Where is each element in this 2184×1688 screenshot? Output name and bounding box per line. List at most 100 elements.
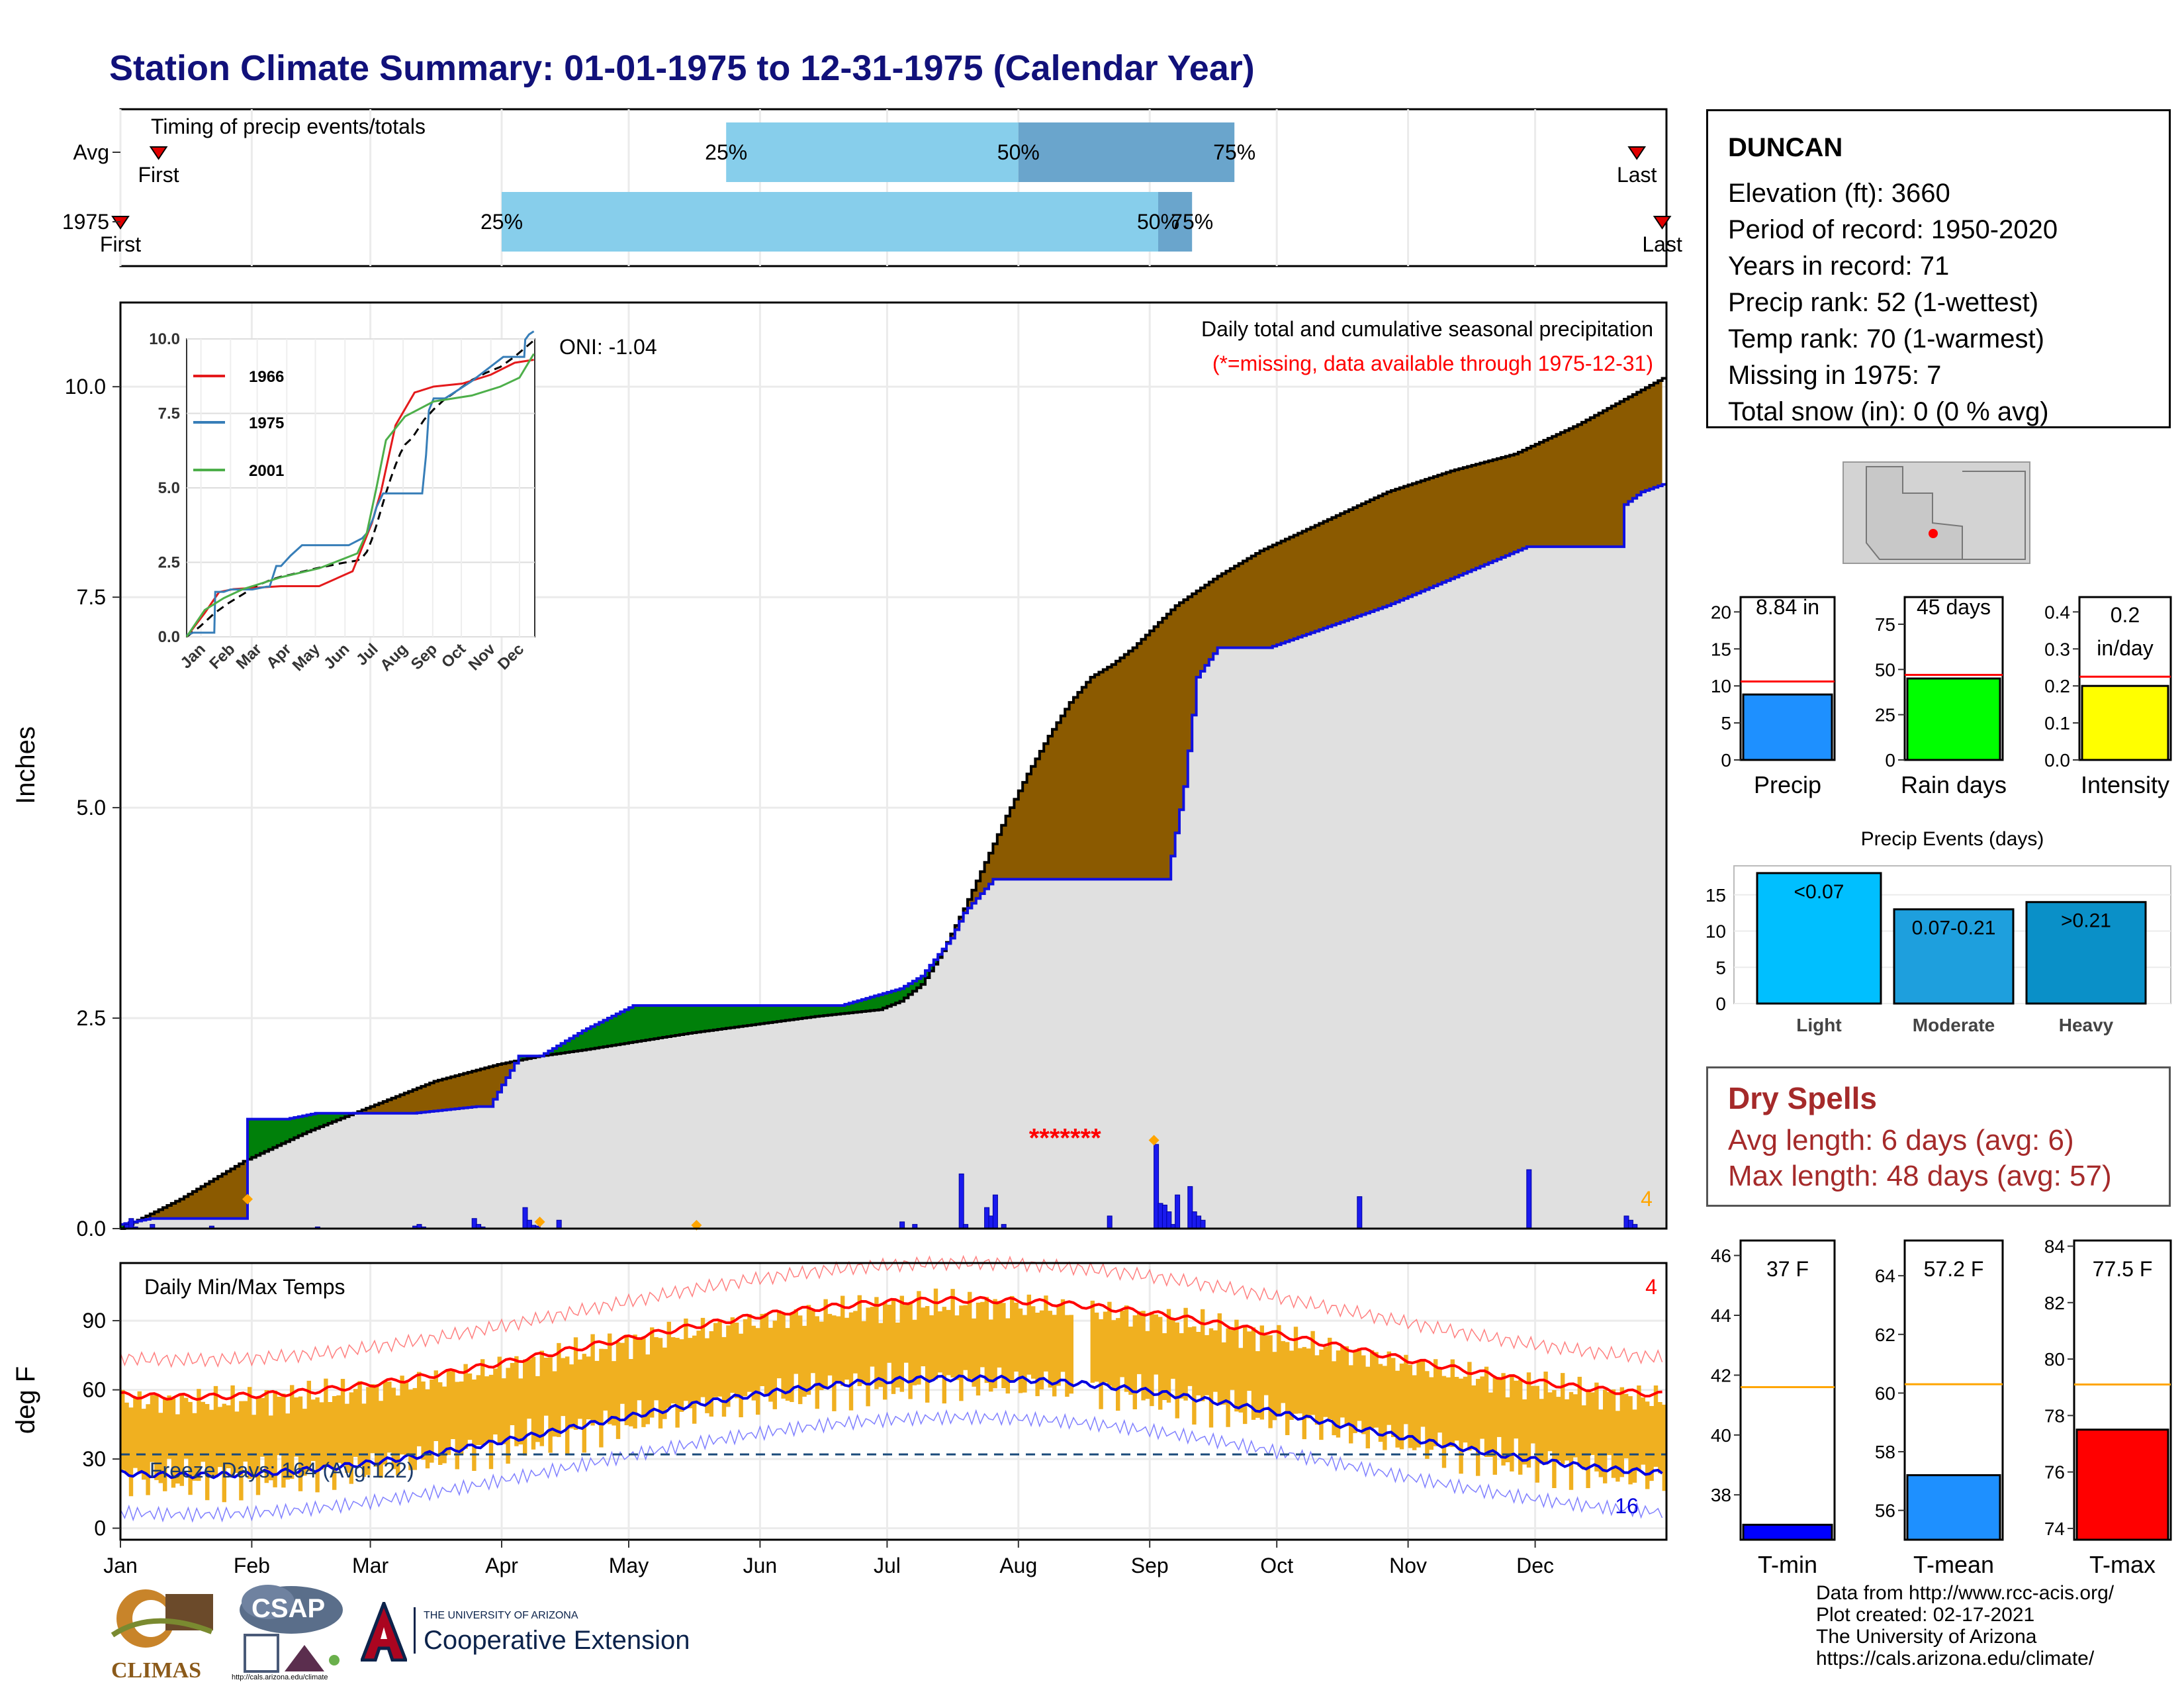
timing-bar-q2 [1018,122,1235,182]
rain-days-ytick-label: 75 [1875,614,1895,635]
temp-xtick-label: Jul [874,1554,901,1577]
events-ytick-label: 0 [1715,994,1726,1014]
temp-title: Daily Min/Max Temps [144,1275,345,1299]
timing-marker-label-first: First [100,232,141,256]
t-min-label: T-min [1758,1551,1817,1578]
events-category-label: Moderate [1913,1015,1995,1035]
t-max-ytick-label: 80 [2044,1349,2065,1370]
precip-ytick-label: 7.5 [77,585,106,609]
precip-total-ytick-label: 20 [1711,602,1731,622]
dry-spells-title: Dry Spells [1728,1081,1877,1115]
temp-ytick-label: 90 [82,1309,106,1333]
precip-max-marker [1148,1135,1160,1146]
timing-marker-label-last: Last [1642,232,1682,256]
inset-legend-label: 1975 [249,414,284,432]
timing-marker-first [149,146,168,160]
precip-daily-bar [1107,1215,1113,1229]
precip-panel-frame [119,301,1668,1230]
station-name: DUNCAN [1728,133,1843,162]
t-min-bar [1742,1523,1833,1541]
station-elevation: Elevation (ft): 3660 [1728,179,1950,208]
precip-total-ytick-label: 0 [1721,750,1731,771]
events-bar-label: <0.07 [1794,881,1844,903]
dry-spells-avg: Avg length: 6 days (avg: 6) [1728,1124,2074,1156]
temp-normal-max-line [120,1295,1662,1401]
rain-days-ytick-label: 25 [1875,705,1895,726]
events-title: Precip Events (days) [1861,828,2044,850]
temp-record-min-line [120,1409,1663,1523]
timing-title: Timing of precip events/totals [151,115,426,138]
temp-panel-frame [119,1262,1668,1541]
precip-max-marker [242,1194,253,1205]
temp-xtick-label: Feb [234,1554,270,1577]
t-max-ytick-label: 82 [2044,1293,2065,1313]
station-missing: Missing in 1975: 7 [1728,361,1942,390]
precip-missing-marker: ******* [1029,1124,1101,1153]
station-precip-rank: Precip rank: 52 (1-wettest) [1728,288,2039,317]
dry-spells-box: Dry Spells Avg length: 6 days (avg: 6) M… [1706,1066,2171,1207]
temp-ytick-label: 30 [82,1447,106,1471]
intensity-ytick-label: 0.1 [2044,713,2070,733]
t-max-value: 77.5 F [2093,1257,2153,1281]
events-bar-moderate [1893,908,2015,1005]
t-mean-ytick-label: 62 [1875,1325,1895,1345]
t-max-ytick-label: 84 [2044,1237,2065,1257]
temp-ylabel: deg F [11,1366,40,1434]
footer-line-4: https://cals.arizona.edu/climate/ [1816,1648,2095,1669]
temp-freeze-label: Freeze Days: 164 (Avg:122) [150,1458,414,1482]
temp-xtick-label: Mar [352,1554,388,1577]
precip-total-ytick-label: 5 [1721,713,1731,733]
intensity-ytick-label: 0.3 [2044,639,2070,659]
timing-label-75: 75% [1213,140,1255,164]
t-max-ytick-label: 78 [2044,1405,2065,1426]
events-ytick-label: 15 [1706,885,1726,906]
precip-ytick-label: 5.0 [77,796,106,820]
precip-max-marker [534,1216,545,1227]
ua-divider [414,1607,416,1654]
precip-avg-line [120,377,1666,1230]
inset-line-1975 [186,330,535,636]
timing-label-75: 75% [1171,210,1213,234]
temp-daily-bars [120,1288,1666,1503]
timing-row-label: Avg [73,140,109,164]
intensity-bar [2081,684,2169,761]
precip-base-area [120,484,1666,1229]
temp-xtick-label: Sep [1131,1554,1169,1577]
temp-ytick-label: 60 [82,1378,106,1402]
footer-line-3: The University of Arizona [1816,1626,2037,1648]
ua-logo-small-text: THE UNIVERSITY OF ARIZONA [424,1610,578,1621]
page-title: Station Climate Summary: 01-01-1975 to 1… [109,48,1255,88]
t-mean-bar [1906,1474,2001,1541]
timing-label-50: 50% [997,140,1040,164]
timing-bar-q2 [1158,192,1193,252]
map-station-dot [1929,529,1938,538]
dry-spells-max: Max length: 48 days (avg: 57) [1728,1160,2112,1192]
intensity-ytick-label: 0.0 [2044,750,2070,771]
t-min-value: 37 F [1766,1257,1809,1281]
footer-credits: Data from http://www.rcc-acis.org/ Plot … [1816,1582,2114,1669]
intensity-value-1: 0.2 [2111,603,2140,627]
temp-normal-min-line [120,1374,1663,1479]
t-min-ytick-label: 40 [1711,1425,1731,1446]
precip-daily-bar [992,1194,998,1229]
precip-surplus-area [120,949,946,1229]
events-ytick-label: 10 [1706,921,1726,942]
t-max-bar [2075,1429,2169,1541]
precip-obs-line [120,483,1666,1226]
events-bar-label: 0.07-0.21 [1912,917,1996,939]
temp-xtick-label: Apr [485,1554,518,1577]
temp-xtick-label: Aug [999,1554,1037,1577]
precip-oni: ONI: -1.04 [559,335,657,359]
locator-map [1843,461,2030,564]
precip-ylabel: Inches [11,726,40,804]
inset-ytick-label: 0.0 [158,628,180,646]
ua-logo: THE UNIVERSITY OF ARIZONA Cooperative Ex… [361,1602,758,1668]
precip-total-bar [1742,693,1833,761]
events-category-label: Light [1796,1015,1841,1035]
precip-ytick-label: 2.5 [77,1006,106,1030]
t-mean-ytick-label: 64 [1875,1266,1895,1286]
timing-marker-label-first: First [138,163,179,187]
map-neighbor-outline [1962,471,2026,560]
t-min-ytick-label: 42 [1711,1365,1731,1385]
precip-total-ytick-label: 10 [1711,676,1731,696]
